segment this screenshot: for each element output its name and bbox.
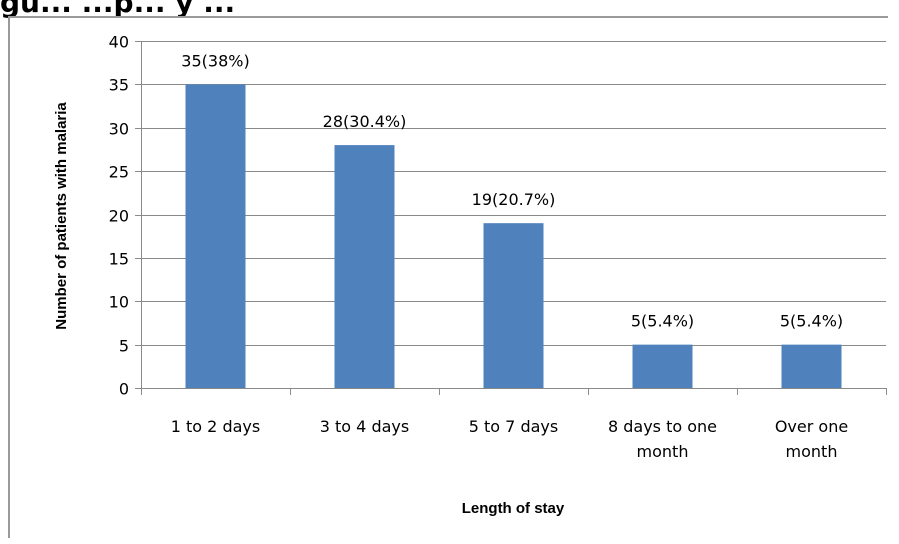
category-label-line: month [786, 442, 838, 461]
chart-frame [8, 16, 888, 538]
y-tick-label: 40 [109, 33, 129, 52]
x-axis-title: Length of stay [462, 500, 565, 517]
y-tick-label: 5 [119, 337, 129, 356]
labels: 0 5 10 15 20 25 30 35 40 35(38%) 1 to 2 days 28(30.… [109, 33, 849, 462]
gridlines [141, 41, 886, 346]
category-label-5: Over one month [775, 417, 848, 461]
y-tick-label: 20 [109, 207, 129, 226]
y-axis-title: Number of patients with malaria [53, 102, 70, 330]
category-label-4: 8 days to one month [608, 417, 717, 461]
figure-heading-fragment: gu... ...p... y ... [0, 0, 899, 21]
bar-2 [334, 145, 395, 388]
y-tick-label: 30 [109, 120, 129, 139]
category-label-line: 5 to 7 days [469, 417, 558, 436]
category-label-line: month [637, 442, 689, 461]
data-label-3: 19(20.7%) [472, 190, 556, 209]
bar-1 [185, 84, 246, 388]
bar-3 [483, 223, 544, 388]
category-label-line: Over one [775, 417, 848, 436]
y-tick-label: 10 [109, 293, 129, 312]
y-tick-label: 25 [109, 163, 129, 182]
figure-heading: gu... ...p... y ... [0, 0, 236, 19]
category-label-1: 1 to 2 days [171, 417, 260, 436]
axes [135, 41, 887, 395]
data-label-5: 5(5.4%) [780, 312, 843, 331]
bars [185, 84, 842, 388]
category-label-2: 3 to 4 days [320, 417, 409, 436]
y-tick-label: 0 [119, 380, 129, 399]
data-label-4: 5(5.4%) [631, 312, 694, 331]
category-label-line: 8 days to one [608, 417, 717, 436]
category-label-line: 3 to 4 days [320, 417, 409, 436]
y-tick-label: 35 [109, 76, 129, 95]
category-label-line: 1 to 2 days [171, 417, 260, 436]
y-tick-label: 15 [109, 250, 129, 269]
data-label-2: 28(30.4%) [323, 112, 407, 131]
bar-4 [632, 344, 693, 388]
bar-5 [781, 344, 842, 388]
data-label-1: 35(38%) [181, 51, 249, 70]
category-label-3: 5 to 7 days [469, 417, 558, 436]
